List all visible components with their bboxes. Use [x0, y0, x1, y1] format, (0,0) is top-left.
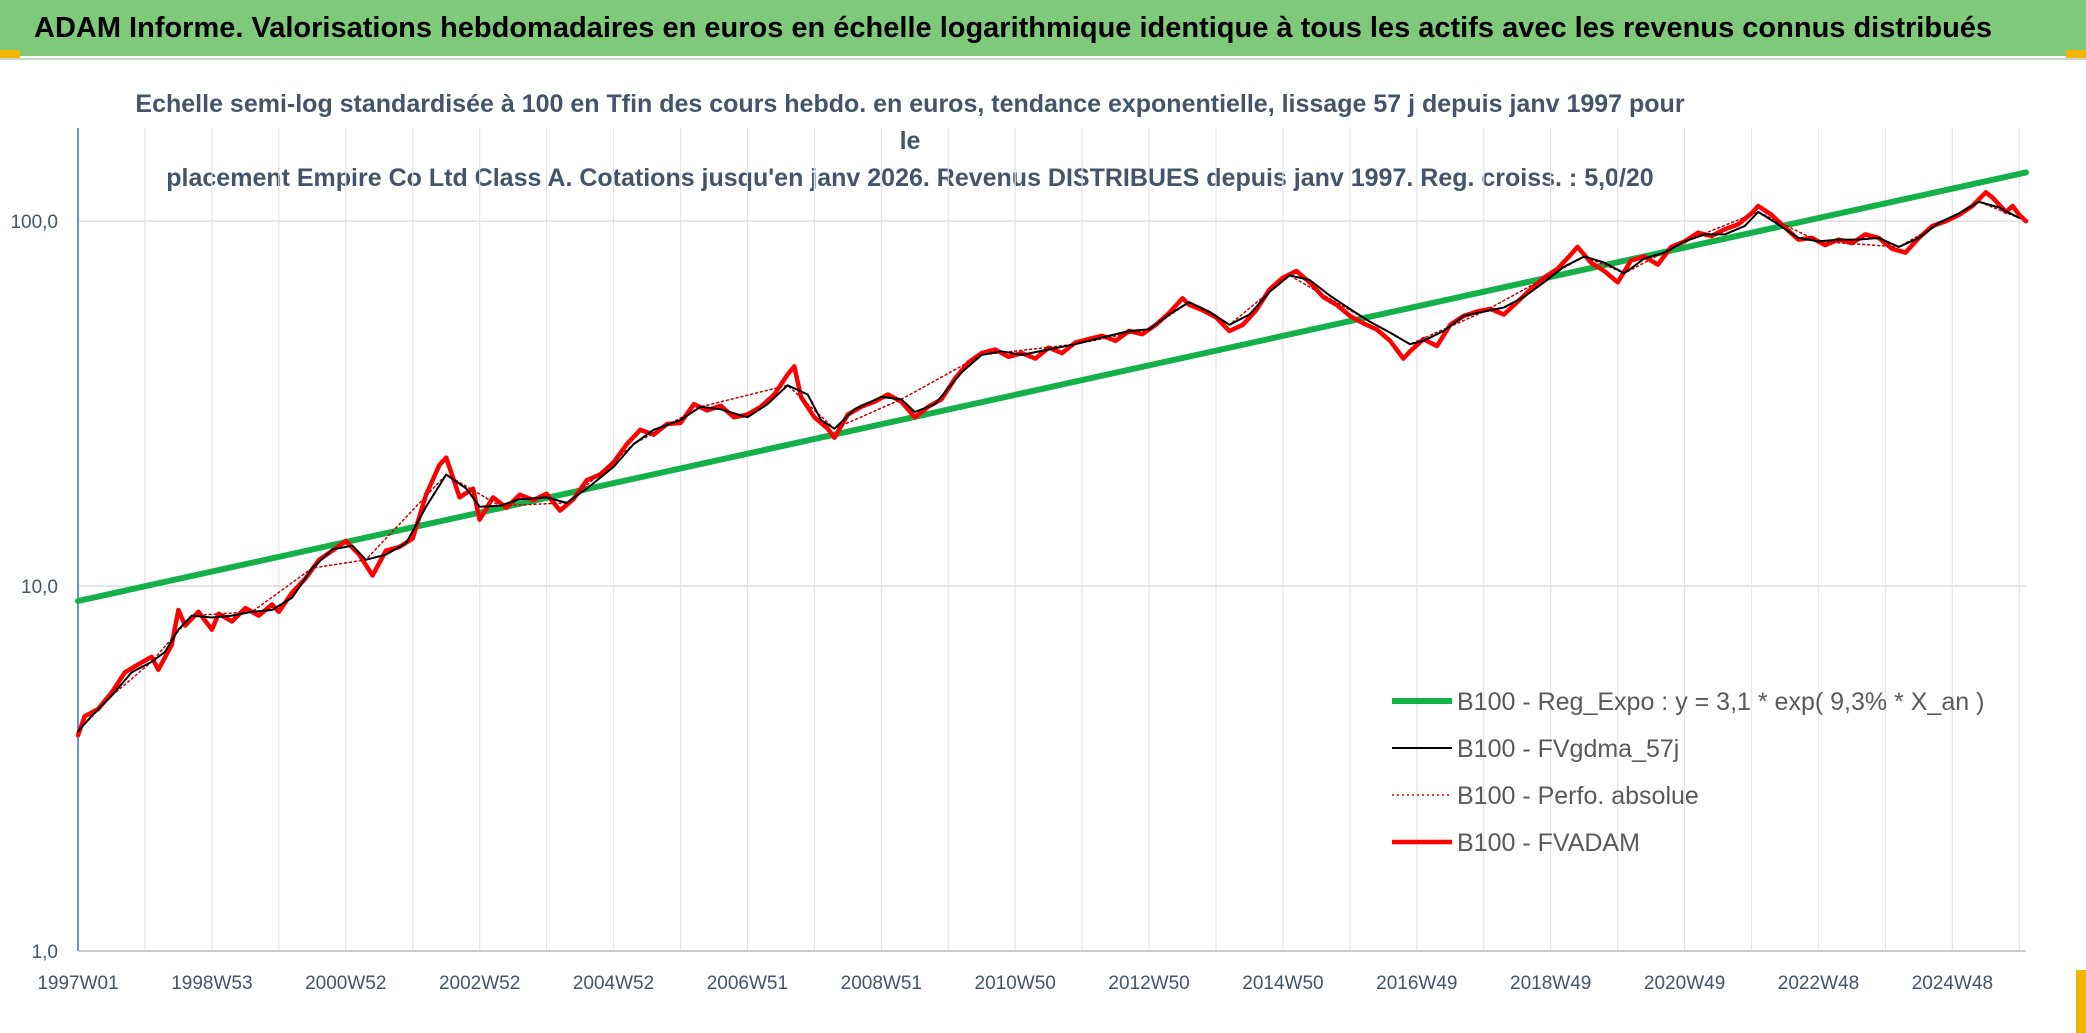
legend-label-3: B100 - FVADAM	[1457, 829, 1640, 857]
series-layer	[75, 169, 2029, 738]
series-line-1	[77, 200, 2021, 733]
x-tick-label: 2004W52	[573, 973, 654, 994]
series-line-2	[77, 201, 2021, 733]
corner-marker-right	[2066, 50, 2086, 60]
page-title: ADAM Informe. Valorisations hebdomadaire…	[34, 11, 1993, 44]
corner-marker-bottom-right	[2076, 970, 2086, 1033]
x-tick-label: 1998W53	[171, 973, 252, 994]
y-tick-label: 100,0	[10, 212, 58, 233]
x-tick-label: 2020W49	[1644, 973, 1725, 994]
chart-subtitle-line-2: placement Empire Co Ltd Class A. Cotatio…	[166, 164, 1654, 192]
chart-subtitle-line-1: Echelle semi-log standardisée à 100 en T…	[135, 90, 1685, 155]
axes	[77, 128, 2026, 952]
x-tick-label: 2022W48	[1778, 973, 1859, 994]
legend-label-1: B100 - FVgdma_57j	[1457, 735, 1679, 763]
legend: B100 - Reg_Expo : y = 3,1 * exp( 9,3% * …	[1392, 688, 1984, 857]
y-tick-label: 1,0	[32, 942, 58, 963]
x-tick-label: 2002W52	[439, 973, 520, 994]
x-tick-label: 1997W01	[37, 973, 118, 994]
x-tick-label: 2012W50	[1108, 973, 1189, 994]
legend-label-2: B100 - Perfo. absolue	[1457, 782, 1699, 810]
y-tick-labels: 1,0 10,0 100,0	[10, 212, 58, 963]
x-tick-label: 2008W51	[841, 973, 922, 994]
y-gridlines	[78, 220, 2026, 952]
x-gridlines	[144, 128, 2020, 951]
chart-subtitle: Echelle semi-log standardisée à 100 en T…	[130, 86, 1690, 197]
page-title-banner: ADAM Informe. Valorisations hebdomadaire…	[0, 0, 2086, 56]
x-tick-label: 2018W49	[1510, 973, 1591, 994]
x-tick-label: 2006W51	[707, 973, 788, 994]
x-tick-labels: 1997W01 1998W53 2000W52 2002W52 2004W52 2006W…	[37, 973, 1993, 994]
x-tick-label: 2010W50	[975, 973, 1056, 994]
x-tick-label: 2000W52	[305, 973, 386, 994]
y-tick-label: 10,0	[21, 577, 58, 598]
series-line-0	[75, 169, 2029, 604]
x-tick-label: 2014W50	[1242, 973, 1323, 994]
chart-frame	[0, 58, 2086, 1033]
series-line-3	[75, 190, 2029, 738]
corner-marker-left	[0, 50, 20, 60]
x-tick-label: 2016W49	[1376, 973, 1457, 994]
x-tick-label: 2024W48	[1912, 973, 1993, 994]
legend-label-0: B100 - Reg_Expo : y = 3,1 * exp( 9,3% * …	[1457, 688, 1984, 716]
